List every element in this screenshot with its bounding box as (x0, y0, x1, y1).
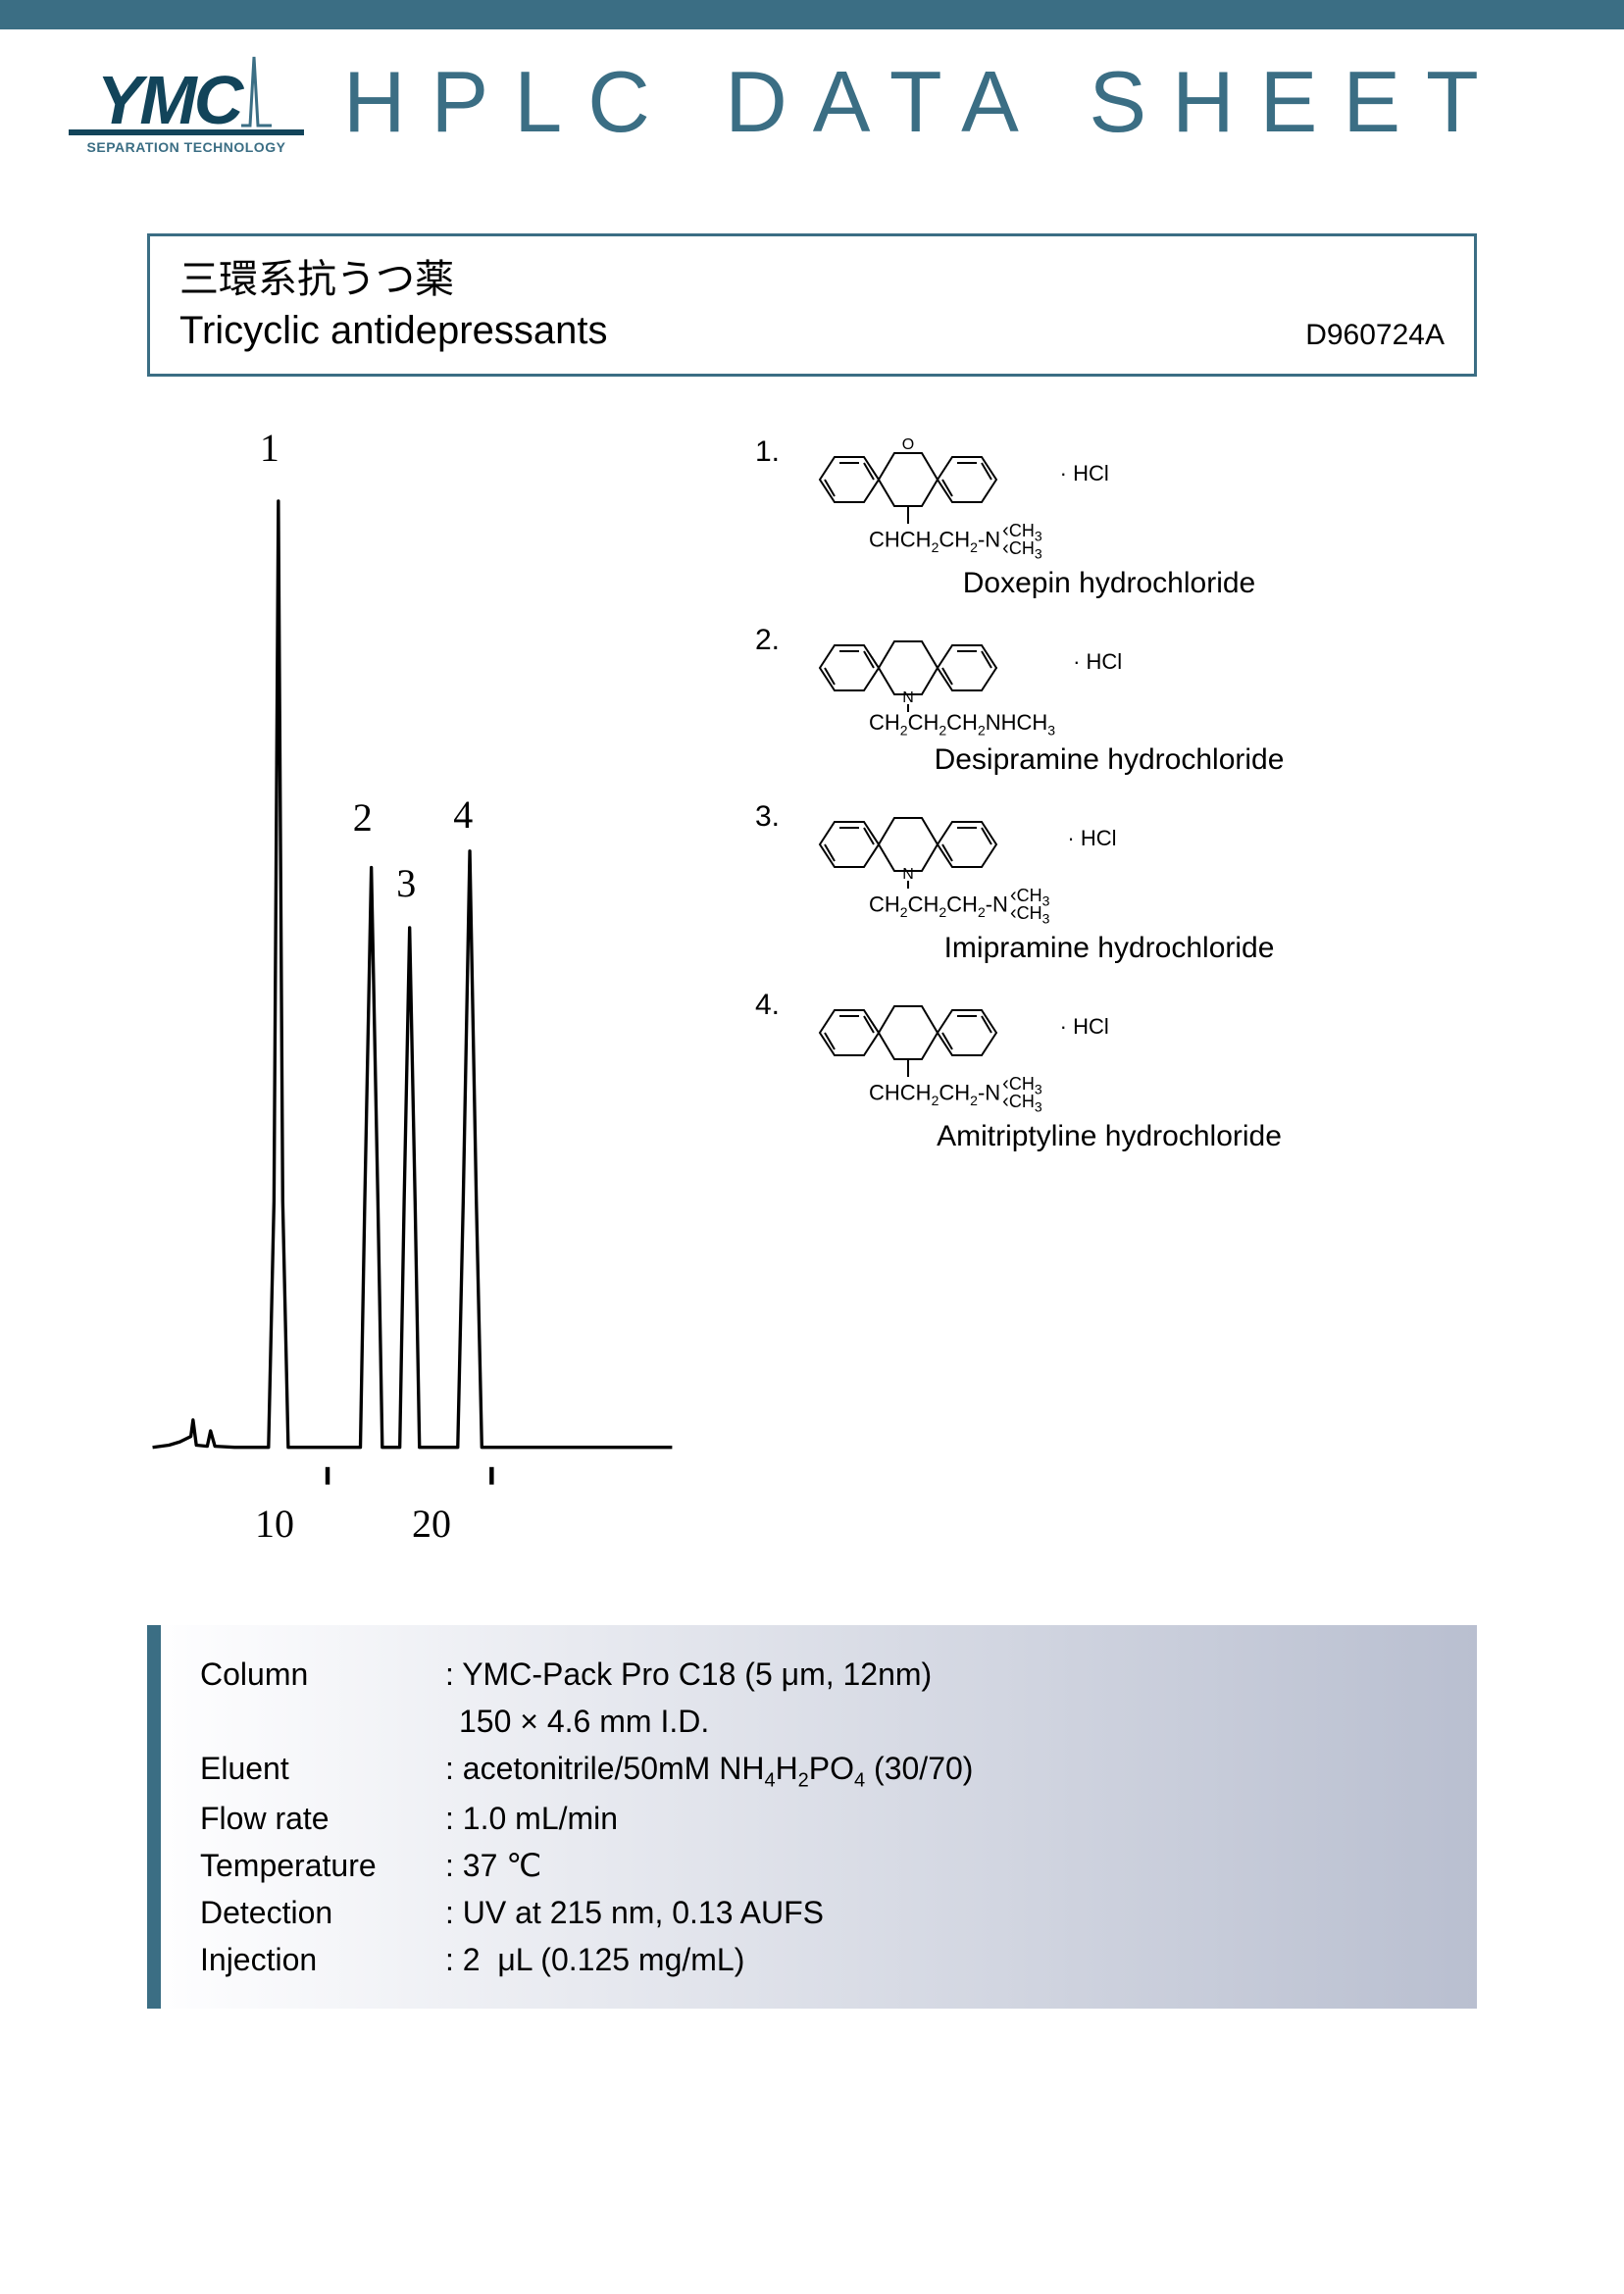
peak-label-3: 3 (396, 860, 416, 906)
condition-label: Temperature (200, 1842, 445, 1889)
compound-number: 3. (755, 800, 785, 965)
page-title: HPLC DATA SHEET (343, 52, 1504, 152)
logo-underline (69, 129, 304, 135)
compound-3: 3. N CH2CH2CH2-N ‹CH3 ‹CH3 · HCl (755, 800, 1477, 965)
condition-value: : UV at 215 nm, 0.13 AUFS (445, 1889, 1447, 1936)
condition-label: Flow rate (200, 1795, 445, 1842)
logo-peak-icon (236, 49, 276, 127)
peak-label-1: 1 (260, 425, 279, 471)
conditions-box: Column : YMC-Pack Pro C18 (5 μm, 12nm) 1… (147, 1625, 1477, 2009)
compound-4: 4. CHCH2CH2-N ‹CH3 ‹CH3 · HCl (755, 989, 1477, 1153)
compound-salt: · HCl (1067, 800, 1116, 851)
svg-text:O: O (902, 436, 914, 453)
logo-text: YMC (97, 73, 241, 127)
structure-icon (800, 989, 1016, 1077)
condition-value: : 37 ℃ (445, 1842, 1447, 1889)
condition-value: : YMC-Pack Pro C18 (5 μm, 12nm) (445, 1651, 1447, 1698)
compound-salt: · HCl (1073, 624, 1122, 675)
condition-row: Injection : 2 μL (0.125 mg/mL) (200, 1936, 1447, 1983)
condition-row: Eluent : acetonitrile/50mM NH4H2PO4 (30/… (200, 1745, 1447, 1795)
compound-number: 4. (755, 989, 785, 1153)
compound-name: Doxepin hydrochloride (800, 567, 1477, 600)
structure-icon: N (800, 624, 1016, 712)
peak-label-4: 4 (453, 791, 473, 838)
svg-text:N: N (902, 866, 914, 883)
condition-row: Temperature : 37 ℃ (200, 1842, 1447, 1889)
condition-value: 150 × 4.6 mm I.D. (445, 1698, 1447, 1745)
peak-label-2: 2 (353, 794, 373, 841)
condition-row: Column : YMC-Pack Pro C18 (5 μm, 12nm) (200, 1651, 1447, 1698)
compound-number: 2. (755, 624, 785, 777)
condition-row: Detection : UV at 215 nm, 0.13 AUFS (200, 1889, 1447, 1936)
compound-chain: CH2CH2CH2-N ‹CH3 ‹CH3 (800, 887, 1049, 926)
logo-block: YMC SEPARATION TECHNOLOGY (59, 49, 314, 155)
svg-text:N: N (902, 689, 914, 706)
condition-label: Detection (200, 1889, 445, 1936)
condition-value: : 1.0 mL/min (445, 1795, 1447, 1842)
compound-name: Amitriptyline hydrochloride (800, 1120, 1477, 1153)
main-content: 1234 1020 1. O CHCH2CH2-N ‹CH3 ‹CH3 (147, 435, 1477, 1547)
structure-icon: O (800, 435, 1016, 524)
title-en: Tricyclic antidepressants (179, 305, 607, 356)
logo-subtext: SEPARATION TECHNOLOGY (87, 139, 286, 155)
condition-label: Injection (200, 1936, 445, 1983)
chromatogram (147, 435, 716, 1486)
title-jp: 三環系抗うつ薬 (179, 254, 607, 305)
x-tick-label: 10 (255, 1501, 294, 1547)
compound-name: Desipramine hydrochloride (800, 743, 1477, 777)
x-tick-label: 20 (412, 1501, 451, 1547)
header: YMC SEPARATION TECHNOLOGY HPLC DATA SHEE… (0, 29, 1624, 165)
document-id: D960724A (1305, 319, 1445, 356)
compound-name: Imipramine hydrochloride (800, 932, 1477, 965)
compound-chain: CH2CH2CH2NHCH3 (800, 710, 1055, 738)
compound-number: 1. (755, 435, 785, 600)
condition-label: Column (200, 1651, 445, 1698)
compound-salt: · HCl (1060, 435, 1109, 486)
compound-chain: CHCH2CH2-N ‹CH3 ‹CH3 (800, 1075, 1042, 1114)
condition-value: : acetonitrile/50mM NH4H2PO4 (30/70) (445, 1745, 1447, 1795)
x-axis-labels: 10 20 (147, 1501, 716, 1547)
title-box: 三環系抗うつ薬 Tricyclic antidepressants D96072… (147, 233, 1477, 377)
compounds-column: 1. O CHCH2CH2-N ‹CH3 ‹CH3 · HCl (755, 435, 1477, 1547)
condition-row: Flow rate : 1.0 mL/min (200, 1795, 1447, 1842)
compound-salt: · HCl (1060, 989, 1109, 1040)
condition-row-cont: 150 × 4.6 mm I.D. (200, 1698, 1447, 1745)
compound-1: 1. O CHCH2CH2-N ‹CH3 ‹CH3 · HCl (755, 435, 1477, 600)
title-texts: 三環系抗うつ薬 Tricyclic antidepressants (179, 254, 607, 356)
compound-2: 2. N CH2CH2CH2NHCH3 · HCl Desipramine hy… (755, 624, 1477, 777)
condition-value: : 2 μL (0.125 mg/mL) (445, 1936, 1447, 1983)
compound-chain: CHCH2CH2-N ‹CH3 ‹CH3 (800, 522, 1042, 561)
condition-label: Eluent (200, 1745, 445, 1795)
structure-icon: N (800, 800, 1016, 889)
chromatogram-column: 1234 1020 (147, 435, 716, 1547)
top-bar (0, 0, 1624, 29)
